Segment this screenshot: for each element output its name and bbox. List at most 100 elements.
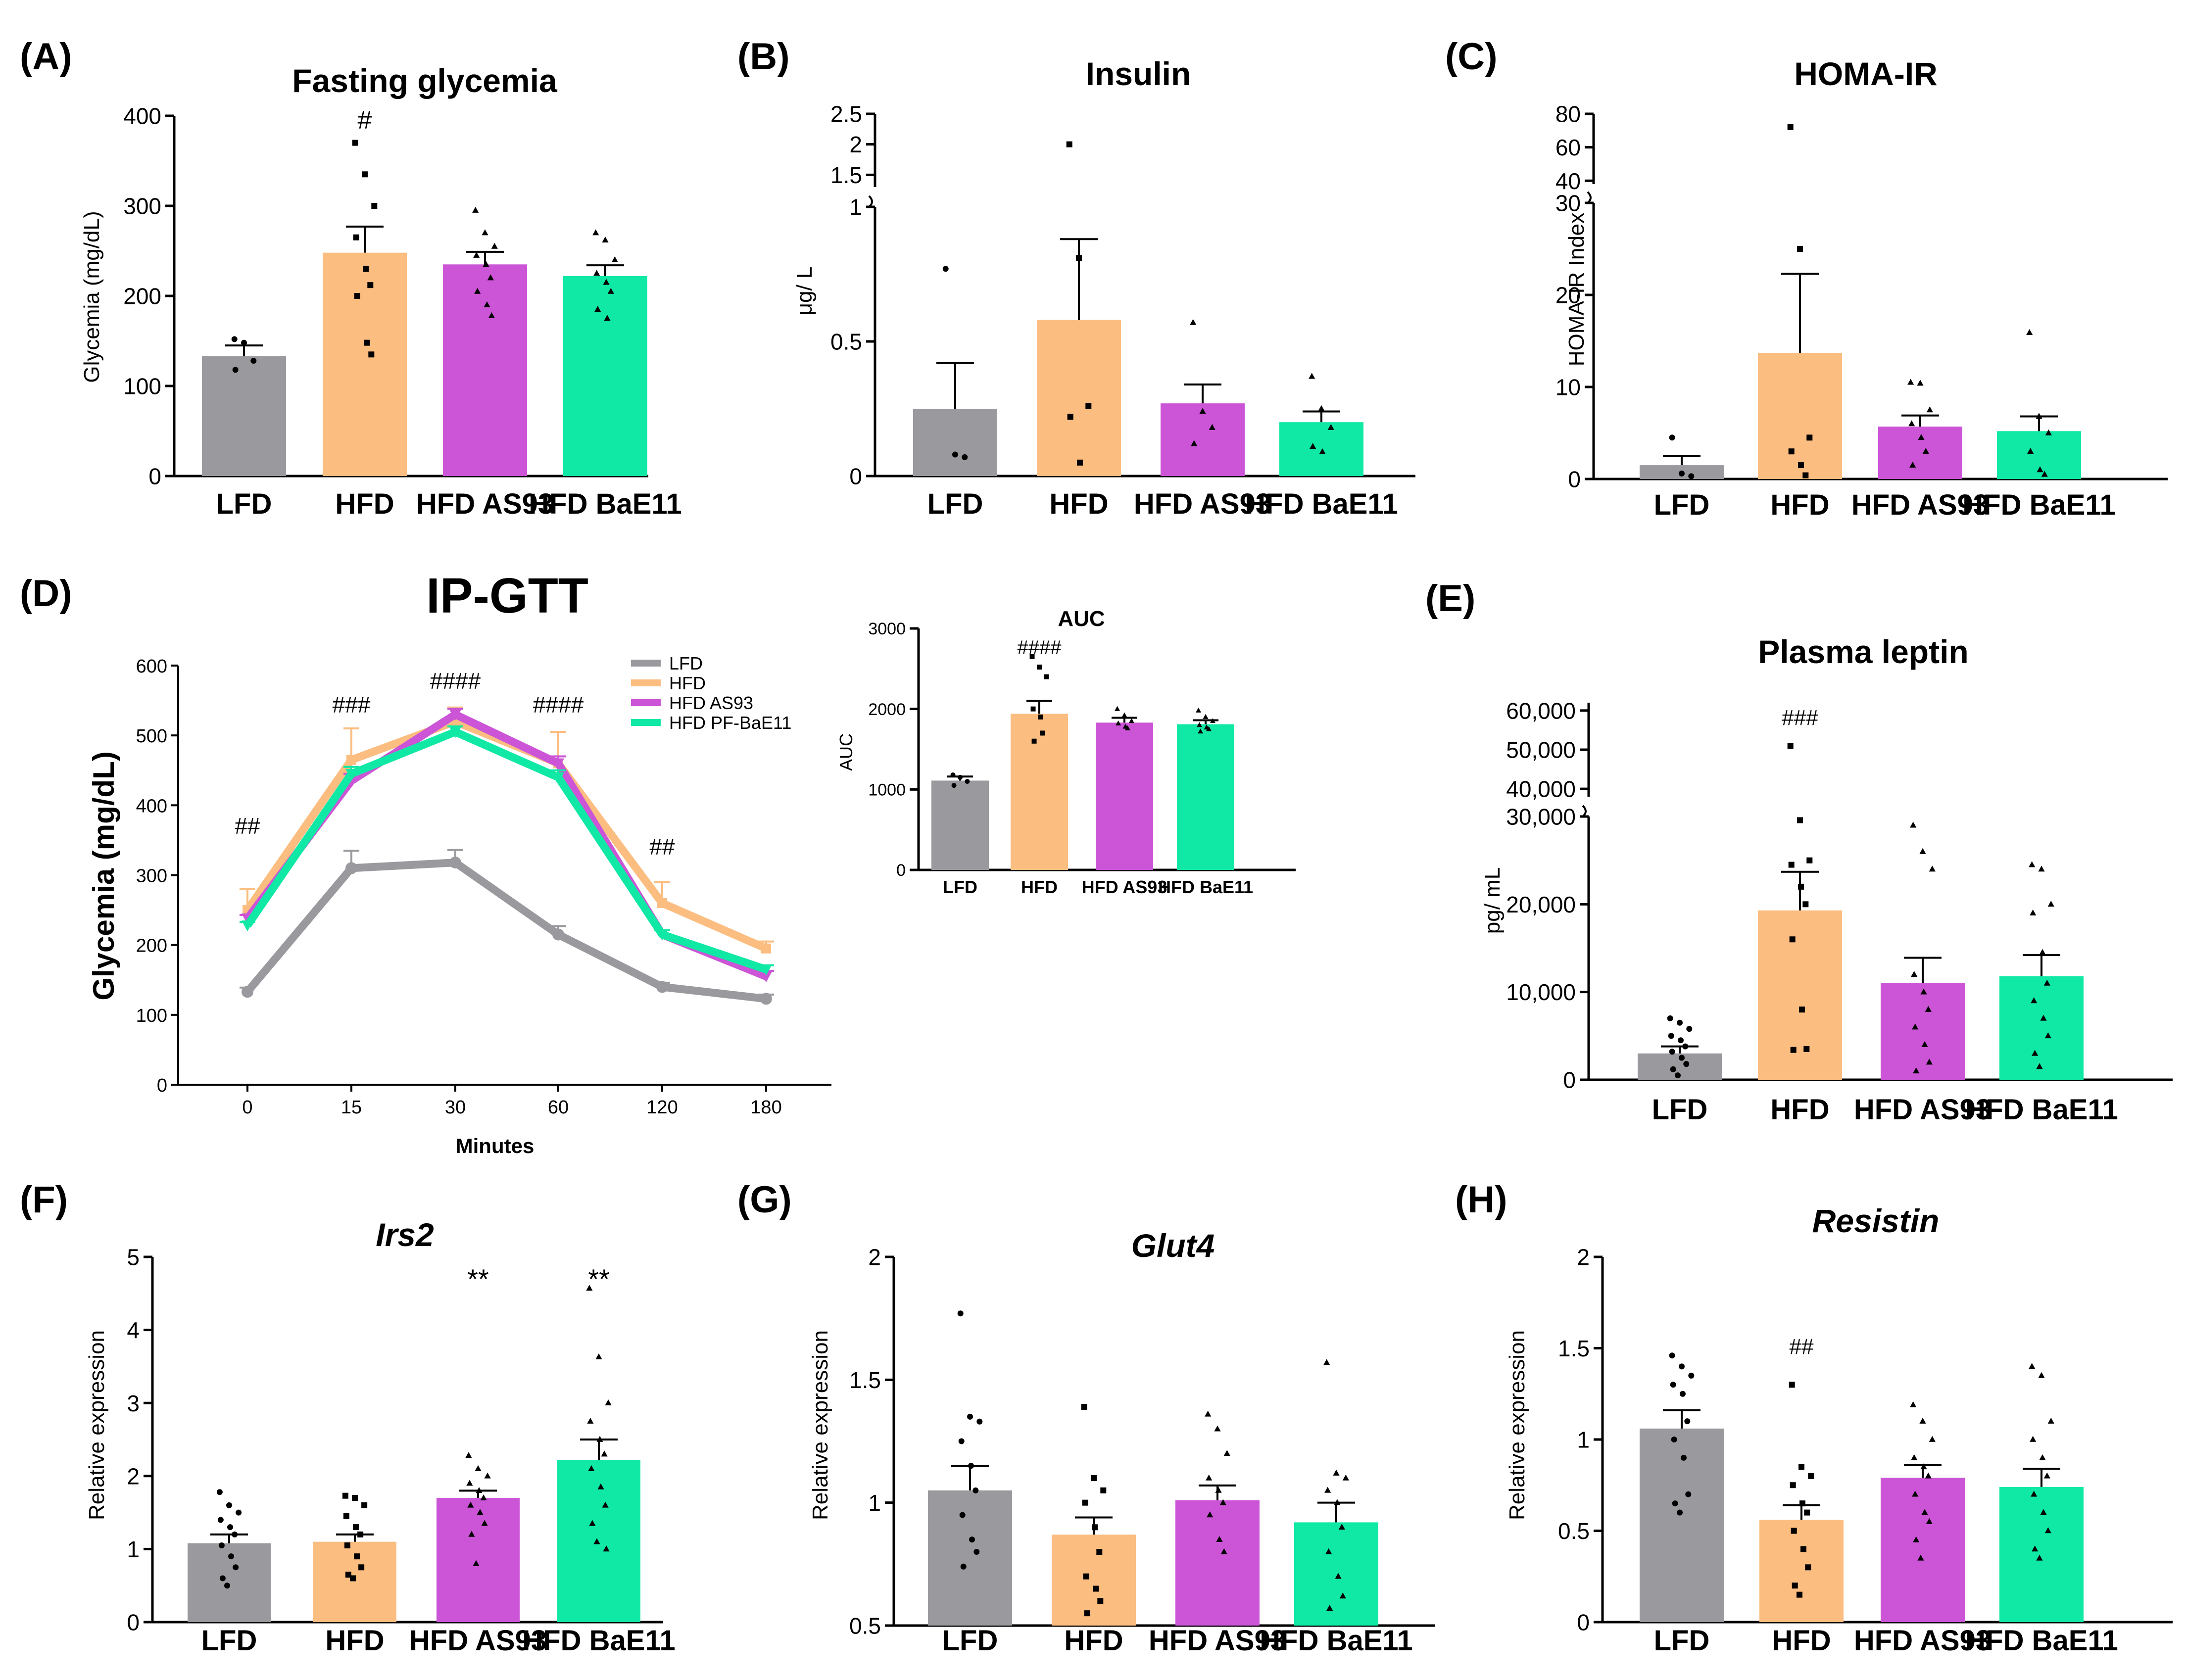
series-marker	[657, 898, 667, 908]
x-tick-label: HFD AS93	[1851, 489, 1989, 521]
data-point	[1911, 971, 1918, 977]
panel-h: (H) Resistin 0 0.5 1 1.5 2 Relative expression L…	[1455, 1179, 2173, 1657]
data-point	[1929, 865, 1936, 872]
series-marker	[449, 857, 461, 869]
significance-annotation: ####	[533, 692, 584, 718]
data-point	[1797, 817, 1803, 823]
data-point	[1917, 380, 1924, 386]
x-tick-label: 180	[750, 1097, 781, 1118]
data-point	[1223, 1450, 1230, 1456]
data-point	[233, 1564, 239, 1571]
data-point	[1787, 743, 1794, 749]
y-tick-label: 0	[849, 464, 862, 489]
data-point	[2047, 1417, 2054, 1424]
data-point	[1688, 1372, 1695, 1379]
data-point	[592, 229, 599, 236]
x-tick-label: HFD	[325, 1625, 384, 1657]
data-point	[2036, 1554, 2043, 1561]
data-point	[1210, 718, 1215, 723]
data-point	[1323, 1359, 1330, 1365]
data-point	[1207, 1511, 1214, 1518]
data-point	[1910, 821, 1917, 828]
legend-label: HFD PF-BaE11	[669, 713, 791, 733]
x-tick-label: LFD	[1652, 1094, 1708, 1126]
data-point	[1912, 1490, 1919, 1497]
series-marker	[242, 986, 253, 998]
data-point	[597, 1483, 604, 1489]
data-point	[607, 288, 614, 294]
data-point	[1808, 1473, 1814, 1479]
data-point	[976, 1418, 983, 1425]
data-point	[362, 171, 368, 178]
data-point	[1798, 1464, 1804, 1470]
data-point	[1912, 1023, 1919, 1030]
data-point	[594, 306, 601, 312]
x-tick-label: LFD	[943, 877, 977, 897]
data-point	[475, 1465, 482, 1471]
data-point	[1788, 862, 1795, 868]
significance-annotation: ####	[430, 668, 481, 694]
chart-title: Resistin	[1812, 1202, 1940, 1239]
data-point	[353, 1524, 359, 1531]
data-point	[589, 1520, 596, 1526]
y-tick-label: 4	[127, 1317, 140, 1343]
data-point	[218, 1542, 225, 1549]
x-tick-label: HFD BaE11	[1158, 877, 1253, 897]
data-point	[2029, 1363, 2036, 1369]
series-marker	[449, 709, 461, 720]
data-point	[957, 1310, 964, 1317]
y-tick-label: 400	[123, 103, 161, 129]
data-point	[2041, 471, 2048, 477]
bar-lfd	[1640, 1428, 1724, 1622]
bar-hfd-bae11	[1999, 1487, 2084, 1622]
data-point	[1097, 1598, 1104, 1604]
data-point	[472, 206, 479, 213]
data-point	[1199, 408, 1206, 414]
y-tick-label: 2	[868, 1245, 881, 1270]
bar-hfd-bae11	[1279, 422, 1363, 476]
data-point	[476, 1487, 483, 1493]
chart-title: Glut4	[1131, 1227, 1215, 1264]
data-point	[1926, 1058, 1933, 1065]
data-point	[354, 1553, 360, 1560]
data-point	[1920, 1463, 1927, 1470]
data-point	[2036, 413, 2042, 419]
data-point	[361, 1502, 368, 1508]
series-marker	[760, 993, 772, 1005]
y-tick-label: 0	[1577, 1610, 1590, 1635]
data-point	[474, 288, 481, 294]
significance-annotation: ###	[1782, 706, 1818, 730]
data-point	[1091, 1475, 1097, 1481]
y-tick-label: 600	[136, 656, 167, 677]
chart-title: Plasma leptin	[1758, 633, 1969, 670]
data-point	[227, 1524, 233, 1531]
bar-hfd	[323, 252, 407, 476]
y-tick-label: 5	[127, 1245, 140, 1270]
series-marker	[242, 920, 253, 932]
data-point	[1926, 1518, 1933, 1524]
data-point	[477, 1509, 484, 1515]
panel-label: (C)	[1445, 36, 1498, 78]
axis-break-mark	[1587, 191, 1592, 204]
data-point	[1093, 1585, 1099, 1592]
y-tick-label: 1.5	[849, 1367, 881, 1393]
significance-annotation: ####	[1018, 637, 1062, 659]
data-point	[588, 1465, 595, 1471]
y-tick-label: 3	[127, 1391, 140, 1416]
data-point	[2047, 901, 2054, 907]
data-point	[2040, 1509, 2047, 1515]
y-tick-label: 0	[148, 464, 161, 489]
data-point	[969, 1536, 975, 1543]
data-point	[587, 1417, 594, 1424]
data-point	[1319, 448, 1326, 454]
data-point	[1681, 1454, 1687, 1461]
data-point	[1806, 857, 1813, 864]
panel-label: (A)	[20, 36, 72, 78]
x-tick-label: LFD	[1654, 489, 1710, 521]
data-point	[1798, 462, 1804, 469]
x-tick-label: 15	[341, 1097, 362, 1118]
axis-break-mark	[1582, 805, 1587, 817]
data-point	[1799, 1007, 1805, 1013]
data-point	[973, 1549, 980, 1555]
y-tick-label: 1	[849, 194, 862, 220]
